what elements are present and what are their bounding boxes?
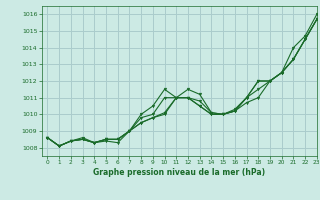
X-axis label: Graphe pression niveau de la mer (hPa): Graphe pression niveau de la mer (hPa) <box>93 168 265 177</box>
